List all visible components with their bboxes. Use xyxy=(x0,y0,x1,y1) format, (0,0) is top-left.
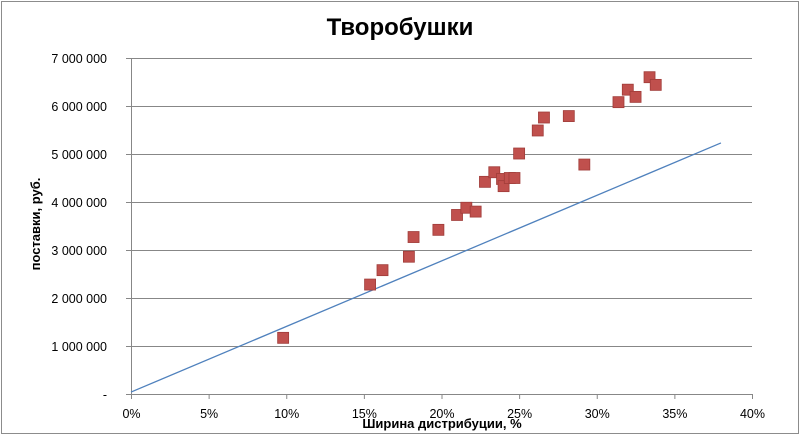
data-point xyxy=(479,175,491,188)
trend-line-layer xyxy=(130,142,722,393)
x-tick-label: 35% xyxy=(662,407,687,421)
y-tick-label: 6 000 000 xyxy=(51,100,107,114)
data-point xyxy=(643,71,656,84)
data-points xyxy=(277,71,662,344)
x-tick-label: 30% xyxy=(585,407,610,421)
y-tick-label: 5 000 000 xyxy=(51,148,107,162)
x-tick-labels: 0% 5% 10% 15% 20% 25% 30% 35% 40% xyxy=(122,407,765,421)
x-tick-label: 40% xyxy=(740,407,765,421)
data-point xyxy=(376,264,389,277)
y-tick-labels: - 1 000 000 2 000 000 3 000 000 4 000 000 5 0… xyxy=(51,52,107,402)
x-tick-label: 15% xyxy=(352,407,377,421)
data-point xyxy=(612,96,625,109)
data-point xyxy=(469,205,482,218)
y-tick-label: 3 000 000 xyxy=(51,244,107,258)
data-point xyxy=(488,166,501,179)
x-tick-label: 10% xyxy=(274,407,299,421)
axes xyxy=(126,58,753,399)
data-point xyxy=(432,223,445,236)
data-point xyxy=(562,110,575,122)
data-point xyxy=(538,111,550,124)
gridlines xyxy=(131,58,752,347)
x-tick-label: 5% xyxy=(200,407,218,421)
y-tick-label: 2 000 000 xyxy=(51,292,107,306)
y-tick-label: - xyxy=(103,388,107,402)
y-tick-label: 4 000 000 xyxy=(51,196,107,210)
y-axis-title: поставки, руб. xyxy=(28,178,43,271)
chart-title: Творобушки xyxy=(326,14,474,41)
data-point xyxy=(364,278,376,291)
x-tick-label: 20% xyxy=(429,407,454,421)
data-point xyxy=(451,209,463,221)
data-point xyxy=(578,158,591,171)
x-axis-title: Ширина дистрибуции, % xyxy=(362,416,522,431)
data-point xyxy=(402,250,415,263)
data-point xyxy=(277,331,290,344)
x-tick-label: 0% xyxy=(122,407,140,421)
trend-line xyxy=(130,142,722,393)
data-point xyxy=(407,231,420,243)
data-point xyxy=(649,78,662,91)
y-tick-label: 7 000 000 xyxy=(51,52,107,66)
y-tick-label: 1 000 000 xyxy=(51,340,107,354)
x-tick-label: 25% xyxy=(507,407,532,421)
data-point xyxy=(497,180,510,193)
data-point xyxy=(621,83,634,96)
data-point xyxy=(629,90,642,103)
data-point xyxy=(513,147,526,160)
data-point xyxy=(508,172,521,184)
data-point xyxy=(531,124,544,137)
